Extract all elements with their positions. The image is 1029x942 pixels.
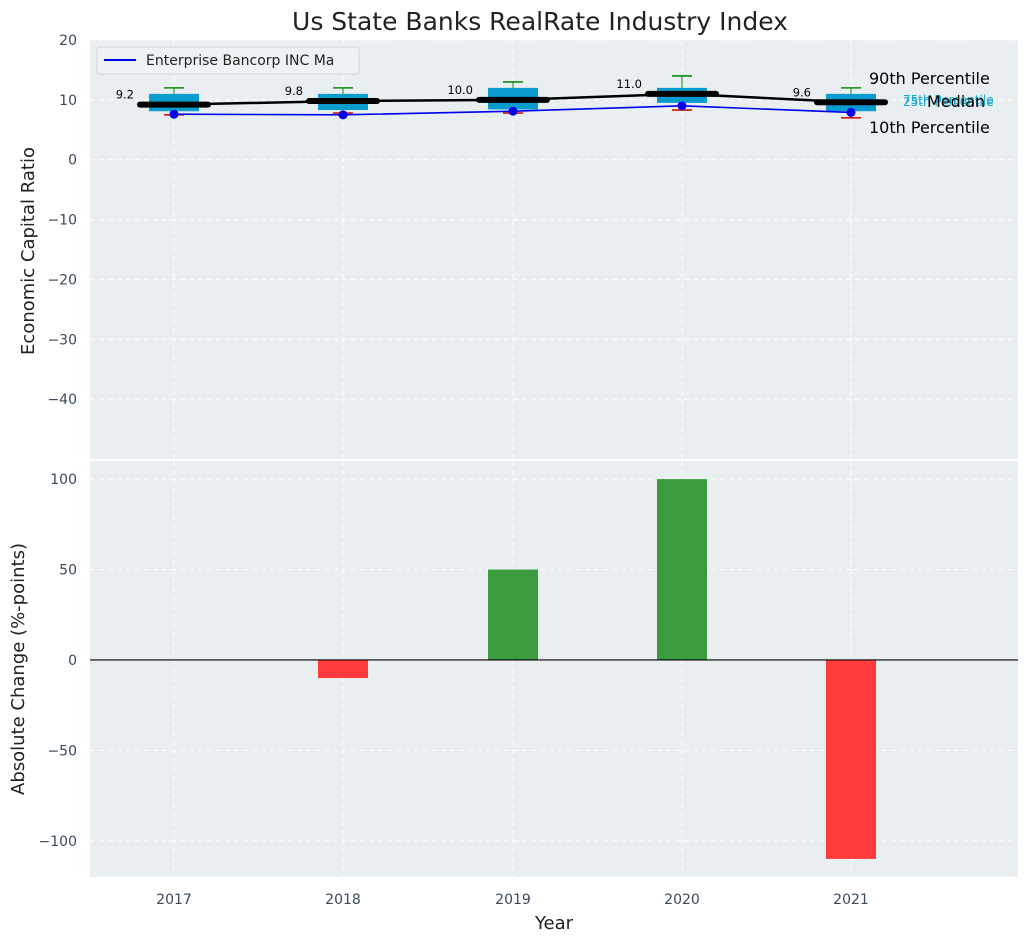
annotation-p10: 10th Percentile — [869, 118, 990, 137]
annotation-p75: 75th Percentile — [903, 93, 994, 107]
bottom-panel-background — [90, 461, 1018, 877]
change-bar — [826, 659, 876, 859]
median-series — [137, 90, 888, 108]
change-bar — [488, 569, 538, 660]
top-y-tick-label: 10 — [59, 93, 77, 109]
company-point — [846, 107, 856, 117]
bottom-y-tick-label: 100 — [50, 472, 77, 488]
median-value-label: 9.6 — [793, 85, 811, 99]
top-y-tick-label: 20 — [59, 33, 77, 49]
top-y-tick-labels: 20 10 0 −10 −20 −30 −40 — [47, 33, 77, 408]
bottom-y-tick-labels: 100 50 0 −50 −100 — [39, 472, 77, 850]
median-value-label: 11.0 — [616, 77, 642, 91]
median-value-label: 9.2 — [116, 88, 134, 102]
top-y-axis-label: Economic Capital Ratio — [18, 147, 39, 355]
top-y-tick-label: −20 — [47, 272, 77, 288]
legend: Enterprise Bancorp INC Ma — [96, 46, 360, 75]
top-y-tick-label: −30 — [47, 332, 77, 348]
company-point — [677, 101, 687, 111]
median-value-label: 9.8 — [285, 84, 303, 98]
chart-title: Us State Banks RealRate Industry Index — [292, 7, 788, 36]
legend-box — [96, 46, 360, 75]
change-bar — [318, 659, 368, 679]
bottom-y-axis-label: Absolute Change (%-points) — [8, 543, 29, 795]
x-axis-label: Year — [534, 913, 574, 934]
company-point — [508, 106, 518, 116]
annotation-p25: 25th Percentile — [903, 95, 994, 109]
bottom-y-tick-label: 50 — [59, 563, 77, 579]
annotation-p90: 90th Percentile — [869, 69, 990, 88]
x-tick-label: 2020 — [664, 892, 700, 908]
top-y-tick-label: −10 — [47, 213, 77, 229]
x-tick-label: 2017 — [156, 892, 192, 908]
bottom-y-tick-label: −100 — [39, 834, 77, 850]
annotation-median: Median — [927, 92, 985, 111]
bottom-panel: 100 50 0 −50 −100 2017 2018 2019 2020 2021 Absol… — [8, 461, 1018, 934]
bottom-y-tick-label: −50 — [47, 743, 77, 759]
x-tick-label: 2019 — [495, 892, 531, 908]
change-bar — [657, 479, 707, 660]
x-tick-labels: 2017 2018 2019 2020 2021 — [156, 892, 869, 908]
change-bars — [318, 479, 876, 859]
x-tick-label: 2018 — [325, 892, 361, 908]
top-grid — [90, 39, 1018, 459]
top-y-tick-label: −40 — [47, 392, 77, 408]
top-panel: 20 10 0 −10 −20 −30 −40 9.2 9.8 10.0 11.0 9.6 75th… — [18, 33, 1018, 459]
company-point — [338, 110, 348, 120]
bottom-y-tick-label: 0 — [68, 653, 77, 669]
company-series — [169, 101, 856, 120]
percentile-annotations: 75th Percentile 25th Percentile 90th Per… — [869, 69, 994, 137]
x-tick-label: 2021 — [833, 892, 869, 908]
company-point — [169, 109, 179, 119]
legend-label-company: Enterprise Bancorp INC Ma — [146, 53, 334, 69]
median-value-label: 10.0 — [447, 83, 473, 97]
median-value-labels: 9.2 9.8 10.0 11.0 9.6 — [116, 77, 811, 102]
top-y-tick-label: 0 — [68, 153, 77, 169]
